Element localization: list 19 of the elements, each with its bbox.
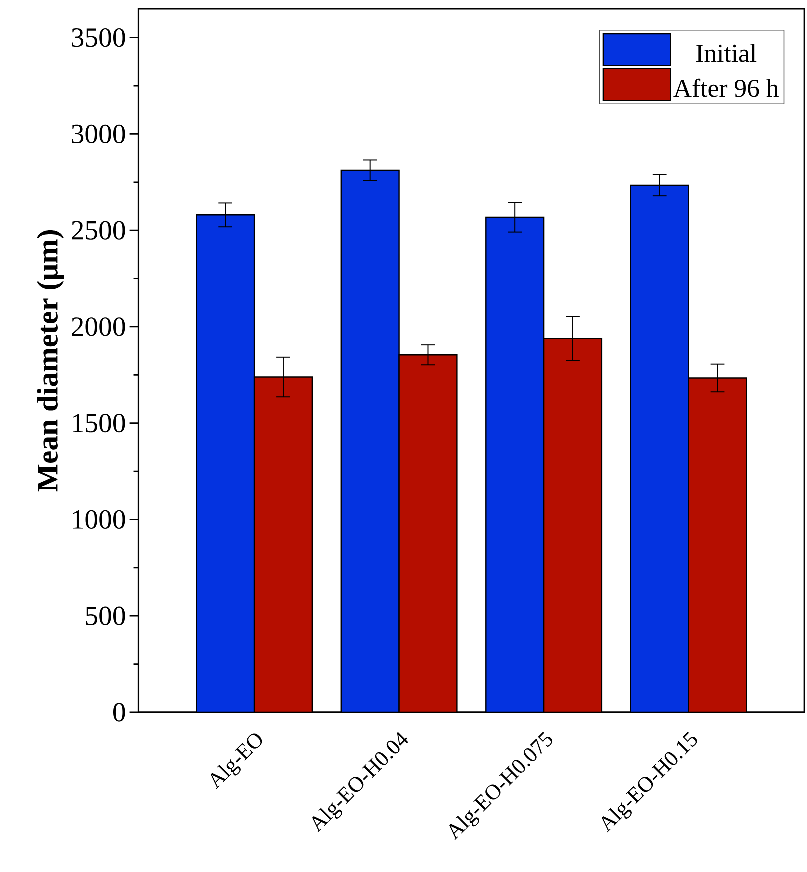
legend-label: Initial xyxy=(696,44,757,62)
y-tick-label: 1500 xyxy=(73,414,126,433)
y-tick-label: 1000 xyxy=(73,510,126,530)
y-axis-title: Mean diameter (μm) xyxy=(37,230,64,492)
y-tick-label: 3000 xyxy=(72,124,126,144)
y-tick-label: 500 xyxy=(86,606,126,626)
legend-label: After 96 h xyxy=(674,78,780,98)
bar xyxy=(688,378,748,712)
bar xyxy=(630,184,690,712)
y-tick-label: 2000 xyxy=(72,318,126,336)
y-tick-label: 3500 xyxy=(72,28,126,48)
bar xyxy=(486,217,544,712)
bar xyxy=(254,377,313,712)
bar xyxy=(196,215,255,712)
y-tick-label: 2500 xyxy=(72,221,126,240)
y-tick-label: 0 xyxy=(114,703,126,722)
bar xyxy=(399,355,458,712)
bar xyxy=(544,338,602,712)
bar xyxy=(342,170,400,712)
